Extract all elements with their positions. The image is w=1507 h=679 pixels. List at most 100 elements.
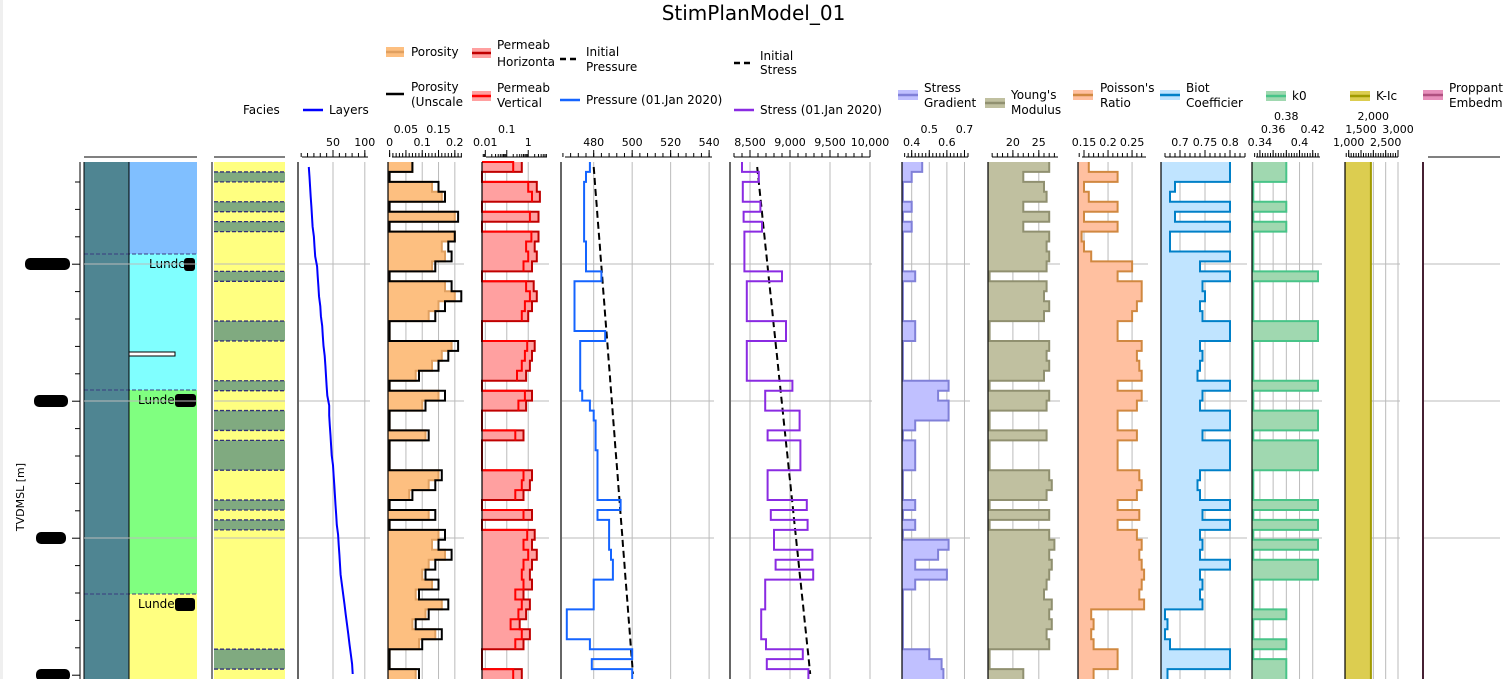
tick-label: 3,000: [1382, 123, 1414, 136]
legend-label-youngs_modulus: Young's: [1010, 88, 1056, 102]
depth-axis-label: TVDMSL [m]: [14, 463, 27, 532]
redacted-depth-label: [25, 258, 70, 270]
tick-label: 2,500: [1370, 136, 1402, 149]
facies-band: [214, 281, 285, 292]
plot-title: StimPlanModel_01: [661, 1, 846, 25]
legend-label-perm_v: Permeab: [497, 81, 550, 95]
facies-band: [214, 430, 285, 441]
facies-band: [214, 271, 285, 282]
zone-label: Lunde: [138, 597, 175, 611]
legend-label-stress: Stress (01.Jan 2020): [760, 103, 882, 117]
tick-label: 1,500: [1345, 123, 1377, 136]
tick-label: 8,500: [734, 136, 766, 149]
tick-label: 500: [622, 136, 643, 149]
tick-label: 480: [583, 136, 604, 149]
redacted-zone-text: [175, 598, 195, 611]
redacted-depth-label: [36, 532, 66, 544]
facies-band: [214, 211, 285, 223]
curve-fill-porosity: [388, 162, 455, 679]
facies-band: [214, 420, 285, 431]
facies-band: [214, 410, 285, 421]
curve-youngs_modulus: [988, 162, 1056, 679]
facies-band: [214, 609, 285, 620]
legend-label-perm_v: Vertical: [497, 96, 542, 110]
curve-fill-biot: [1161, 162, 1230, 679]
tick-label: 25: [1032, 136, 1046, 149]
tick-label: 10,000: [851, 136, 890, 149]
legend-label-init_pressure: Pressure: [586, 60, 637, 74]
tick-label: 20: [1006, 136, 1020, 149]
zone-band: [129, 390, 197, 594]
facies-band: [214, 559, 285, 571]
facies-band: [214, 360, 285, 372]
legend-label-proppant: Proppant: [1449, 81, 1503, 95]
tick-label: 1: [525, 136, 532, 149]
legend-label-porosity_unscaled: (Unscale: [411, 95, 463, 109]
tick-label: 0.42: [1300, 123, 1325, 136]
facies-band: [214, 569, 285, 581]
legend-label-kic: K-Ic: [1376, 89, 1397, 103]
legend-label-biot: Biot: [1186, 81, 1210, 95]
tick-label: 2,000: [1358, 110, 1390, 123]
tick-label: 0.34: [1248, 136, 1273, 149]
facies-band: [214, 639, 285, 650]
facies-band: [214, 480, 285, 491]
tick-label: 0.4: [1291, 136, 1309, 149]
track-layers: 50 100 Layers: [297, 103, 375, 679]
legend-label-perm_h: Horizonta: [497, 55, 555, 69]
tick-label: 0.4: [903, 136, 921, 149]
tick-label: 0.8: [1221, 136, 1239, 149]
tick-label: 0.2: [1099, 136, 1117, 149]
facies-band: [214, 191, 285, 203]
facies-band: [214, 370, 285, 382]
legend-label-biot: Coefficier: [1186, 96, 1243, 110]
facies-band: [214, 440, 285, 451]
facies-band: [214, 251, 285, 262]
facies-band: [214, 460, 285, 471]
facies-band: [214, 171, 285, 183]
curve-poissons_ratio: [1080, 162, 1146, 679]
curve-perm_v: [482, 161, 533, 679]
legend-label-init_stress: Stress: [760, 63, 797, 77]
legend-label-facies: Facies: [243, 103, 280, 117]
legend-label-init_stress: Initial: [760, 49, 793, 63]
tick-label: 1,000: [1333, 136, 1365, 149]
legend-label-init_pressure: Initial: [586, 45, 619, 59]
legend-label-poissons_ratio: Ratio: [1100, 96, 1131, 110]
facies-band: [214, 201, 285, 213]
facies-band: [214, 539, 285, 551]
curve-pressure: [565, 162, 634, 679]
facies-band: [214, 321, 285, 332]
zone-column: [84, 162, 129, 679]
tick-label: 9,500: [814, 136, 846, 149]
legend-label-porosity_unscaled: Porosity: [411, 80, 459, 94]
tick-label: 0.7: [1171, 136, 1189, 149]
facies-band: [214, 311, 285, 322]
legend-label-poissons_ratio: Poisson's: [1100, 81, 1155, 95]
curve-fill-k0: [1252, 162, 1318, 679]
facies-band: [214, 301, 285, 312]
curve-stress_gradient: [901, 162, 950, 679]
facies-band: [214, 400, 285, 412]
legend-label-k0: k0: [1292, 89, 1307, 103]
facies-band: [214, 221, 285, 233]
curve-k0: [1252, 162, 1319, 679]
legend-label-stress_gradient: Gradient: [924, 96, 977, 110]
facies-band: [214, 261, 285, 272]
facies-band: [214, 490, 285, 501]
facies-band: [214, 529, 285, 541]
facies-band: [214, 231, 285, 243]
facies-band: [214, 450, 285, 461]
facies-band: [214, 629, 285, 640]
tick-label: 0.1: [413, 136, 431, 149]
curve-fill-kic: [1345, 162, 1371, 679]
tick-label: 520: [660, 136, 681, 149]
facies-band: [214, 162, 285, 173]
